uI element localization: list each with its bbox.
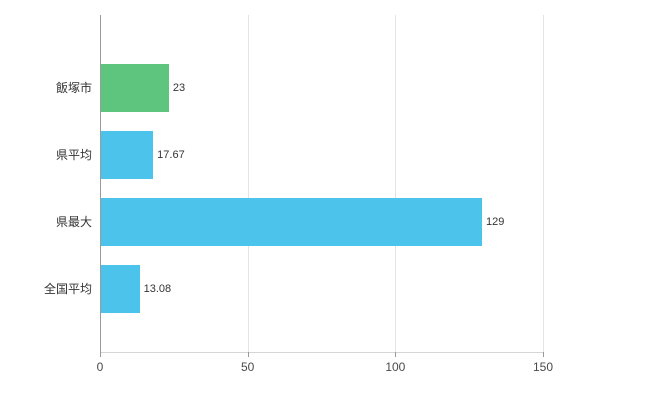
x-axis-tick-label: 150 [532, 360, 554, 374]
gridline [247, 15, 249, 352]
bar-value-label: 23 [172, 82, 186, 94]
bar-飯塚市 [101, 64, 169, 112]
x-axis-tick-label: 100 [385, 360, 406, 374]
x-axis-tick [395, 352, 397, 357]
x-axis-tick-label: 50 [240, 360, 255, 374]
bar-value-label: 129 [485, 216, 505, 228]
x-axis-tick [100, 352, 101, 357]
bar-県最大 [101, 198, 482, 246]
category-label: 県平均 [55, 148, 92, 162]
category-label: 全国平均 [43, 282, 92, 296]
category-label: 県最大 [55, 215, 92, 229]
x-axis-tick-label: 0 [96, 360, 104, 374]
y-axis-line [100, 15, 101, 352]
gridline [395, 15, 397, 352]
gridline [543, 15, 544, 352]
category-label: 飯塚市 [55, 81, 92, 95]
bar-県平均 [101, 131, 154, 179]
x-axis-line [100, 352, 543, 353]
x-axis-tick [543, 352, 544, 357]
bar-value-label: 13.08 [143, 283, 172, 295]
bar-全国平均 [101, 265, 140, 313]
x-axis-tick [247, 352, 249, 357]
bar-value-label: 17.67 [157, 149, 185, 161]
